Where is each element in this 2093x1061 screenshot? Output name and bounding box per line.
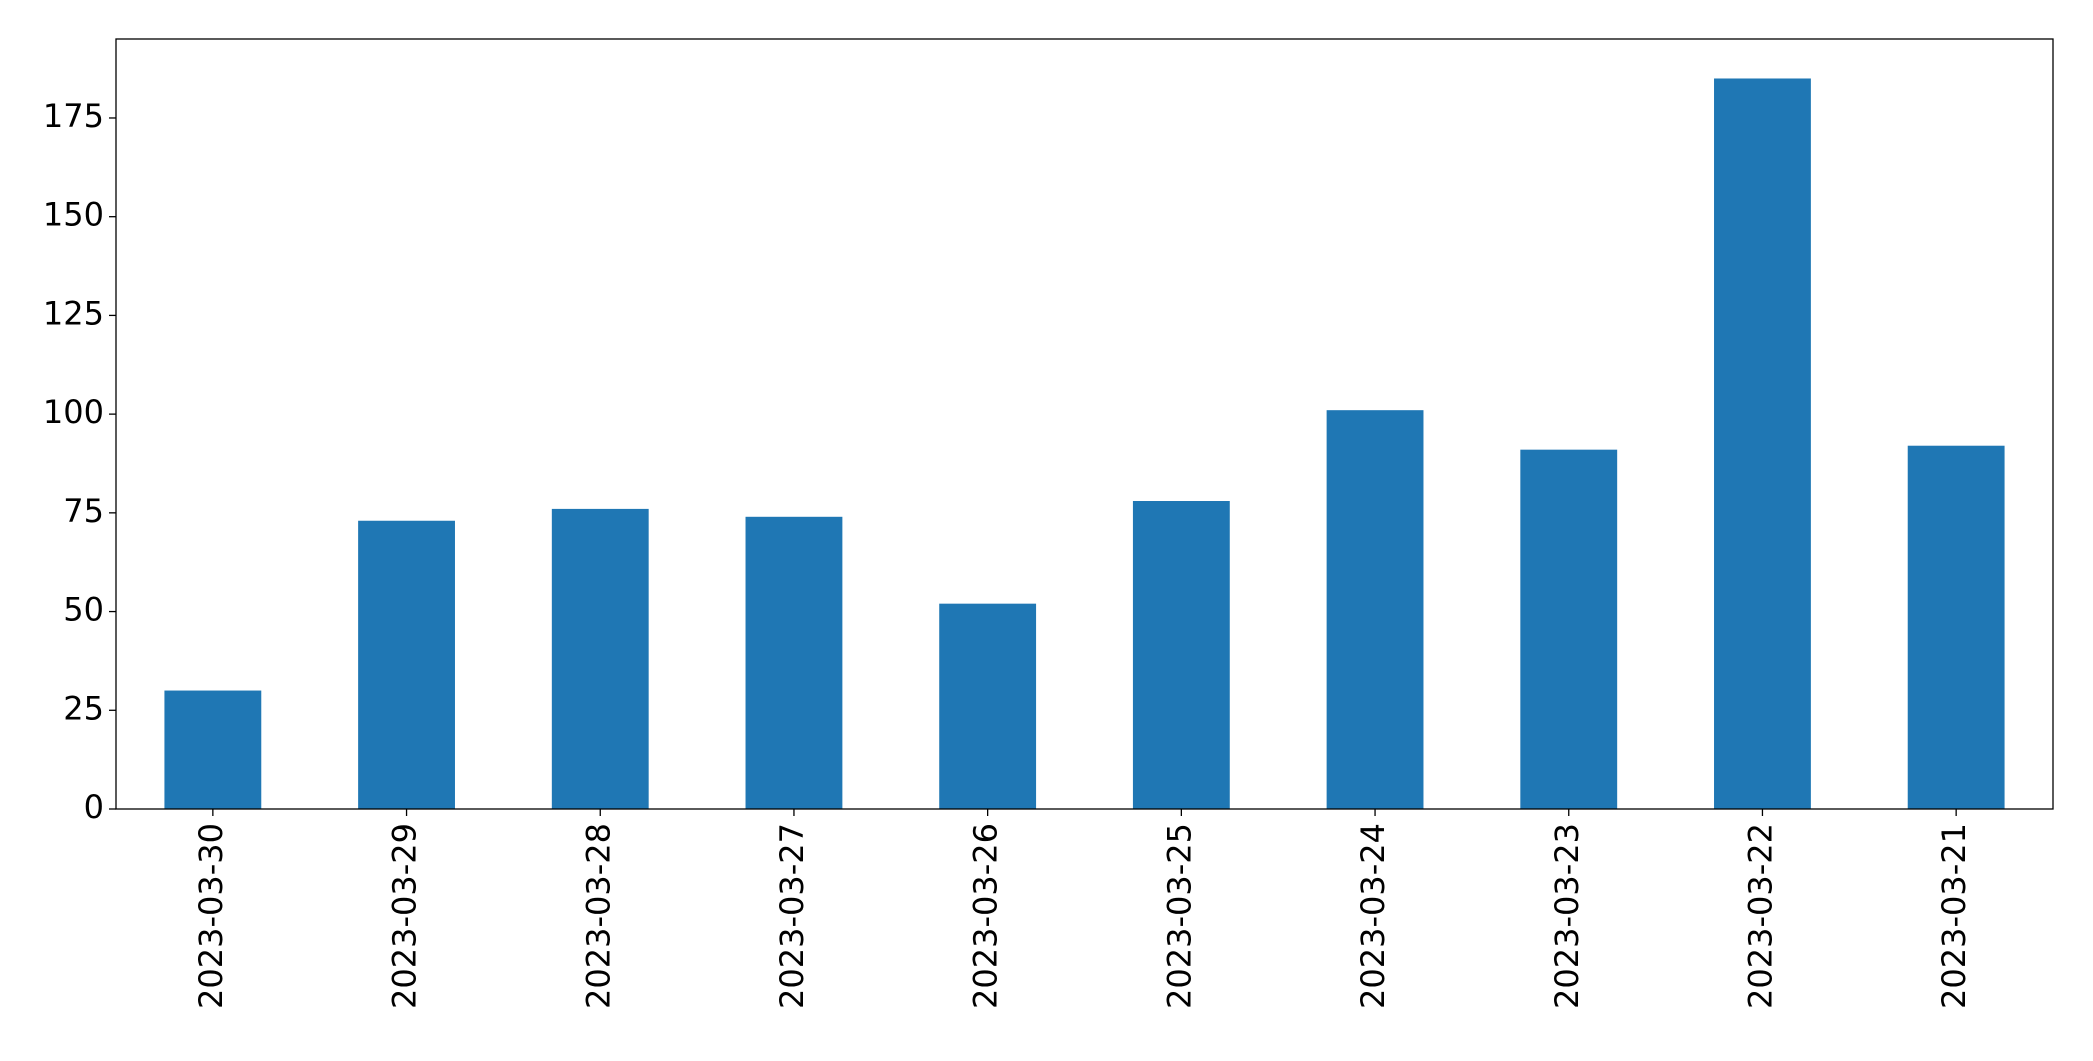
plot-frame (115, 38, 2054, 810)
y-tick-label: 175 (43, 97, 104, 135)
bar (745, 516, 843, 809)
bar (1326, 410, 1424, 809)
x-tick-label: 2023-03-24 (1354, 823, 1392, 1009)
bar (1714, 78, 1811, 809)
bar (1907, 445, 2005, 809)
bar (939, 603, 1037, 809)
x-tick-label: 2023-03-26 (967, 823, 1005, 1009)
y-tick-label: 125 (43, 294, 104, 332)
bar (551, 508, 649, 809)
bar (1520, 449, 1618, 809)
x-tick-label: 2023-03-28 (579, 823, 617, 1009)
bar (1132, 501, 1230, 809)
bar (358, 520, 455, 809)
x-tick-label: 2023-03-30 (192, 823, 230, 1009)
x-tick-label: 2023-03-23 (1548, 823, 1586, 1009)
y-tick-label: 25 (63, 689, 104, 727)
x-tick-label: 2023-03-21 (1935, 823, 1973, 1009)
y-tick-label: 100 (43, 393, 104, 431)
y-tick-label: 50 (63, 591, 104, 629)
x-tick-label: 2023-03-25 (1160, 823, 1198, 1009)
y-tick-label: 0 (84, 788, 104, 826)
x-tick-label: 2023-03-27 (773, 823, 811, 1009)
y-tick-label: 150 (43, 196, 104, 234)
bar (164, 690, 262, 809)
y-tick-label: 75 (63, 492, 104, 530)
x-tick-label: 2023-03-22 (1741, 823, 1779, 1009)
x-tick-label: 2023-03-29 (386, 823, 424, 1009)
